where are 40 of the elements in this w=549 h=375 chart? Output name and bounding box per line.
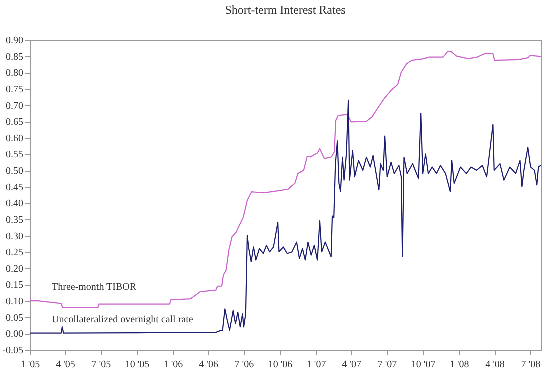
y-tick-label: 0.75 <box>6 84 24 96</box>
y-tick-label: 0.10 <box>6 296 24 308</box>
y-tick-label: 0.15 <box>6 280 24 292</box>
x-tick-label: 1 '06 <box>164 360 184 370</box>
y-tick-label: 0.30 <box>6 231 24 242</box>
x-tick-label: 1 '05 <box>20 360 40 370</box>
x-tick-label: 7 '08 <box>521 360 541 370</box>
y-tick-label: 0.90 <box>6 36 24 46</box>
y-tick-label: 0.85 <box>6 52 24 63</box>
x-tick-label: 1 '07 <box>306 360 326 370</box>
y-tick-label: -0.05 <box>2 346 24 356</box>
y-tick-label: 0.60 <box>6 133 24 144</box>
y-tick-label: 0.50 <box>6 166 24 178</box>
x-tick-label: 7 '05 <box>92 360 112 370</box>
x-tick-label: 7 '07 <box>378 360 398 370</box>
line-series <box>30 100 541 334</box>
x-tick-label: 4 '08 <box>486 360 505 370</box>
y-tick-label: 0.05 <box>6 312 24 324</box>
y-tick-label: 0.20 <box>6 264 24 275</box>
y-tick-label: 0.45 <box>6 182 24 194</box>
x-tick-label: 1 '08 <box>450 360 470 370</box>
chart-title: Short-term Interest Rates <box>225 3 346 17</box>
y-tick-label: 0.65 <box>6 117 24 128</box>
x-tick-label: 7 '06 <box>234 360 254 370</box>
y-tick-label: 0.40 <box>6 198 24 210</box>
line-series <box>30 50 541 308</box>
y-tick-label: 0.25 <box>6 248 24 259</box>
y-tick-label: 0.55 <box>6 150 24 161</box>
y-tick-label: 0.70 <box>6 100 24 112</box>
x-tick-label: 10 '05 <box>125 360 150 370</box>
x-tick-label: 4 '06 <box>199 360 218 370</box>
series-label: Uncollateralized overnight call rate <box>52 314 194 326</box>
y-tick-label: 0.80 <box>6 68 24 80</box>
x-tick-label: 4 '07 <box>342 360 362 370</box>
y-tick-label: 0.35 <box>6 214 24 226</box>
x-tick-label: 10 '07 <box>411 360 436 370</box>
y-tick-label: 0.00 <box>6 329 24 340</box>
x-tick-label: 4 '05 <box>56 360 76 370</box>
series-label: Three-month TIBOR <box>52 282 137 294</box>
x-tick-label: 10 '06 <box>268 360 293 370</box>
